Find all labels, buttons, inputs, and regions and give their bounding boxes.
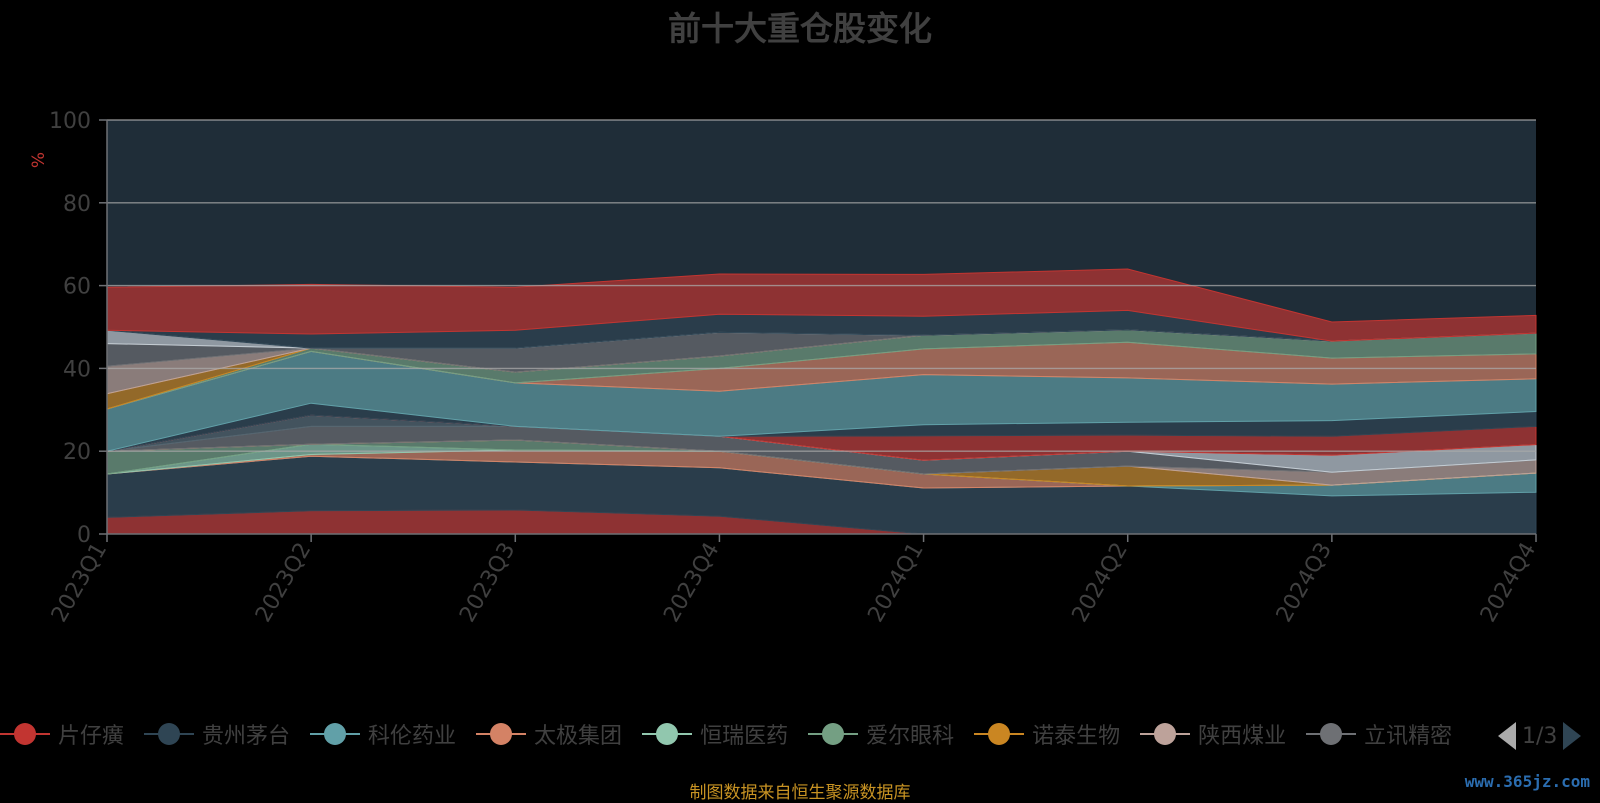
- legend-label: 科伦药业: [368, 724, 457, 749]
- legend-prev-page-icon[interactable]: [1498, 722, 1516, 750]
- area-series-22[interactable]: [106, 268, 1537, 342]
- legend-label: 立讯精密: [1364, 724, 1453, 749]
- legend-swatch-icon: [144, 721, 195, 747]
- legend-label: 贵州茅台: [202, 724, 291, 749]
- y-tick-label: 40: [63, 357, 91, 382]
- legend-swatch-icon: [476, 721, 527, 747]
- legend-label: 恒瑞医药: [700, 724, 789, 749]
- legend-item[interactable]: 陕西煤业: [1140, 714, 1286, 754]
- stacked-area-chart: 0 20 40 60 80 100 2023Q1 2023Q2 2023Q3 2023Q4 202…: [29, 109, 1541, 627]
- legend-item[interactable]: 爱尔眼科: [808, 714, 954, 754]
- legend-item[interactable]: 科伦药业: [310, 714, 456, 754]
- x-tick-label: 2024Q4: [1476, 539, 1541, 627]
- legend-item[interactable]: 恒瑞医药: [642, 714, 788, 754]
- chart-title: 前十大重仓股变化: [668, 9, 932, 48]
- x-tick-label: 2023Q1: [47, 539, 112, 627]
- legend-swatch-icon: [1306, 721, 1357, 747]
- legend-label: 陕西煤业: [1198, 724, 1287, 749]
- y-axis-label: %: [29, 152, 49, 168]
- legend-swatch-icon: [310, 721, 361, 747]
- x-tick-label: 2023Q4: [659, 539, 724, 627]
- legend-swatch-icon: [642, 721, 693, 747]
- legend-item[interactable]: 片仔癀: [0, 714, 124, 754]
- x-tick-label: 2023Q2: [251, 539, 316, 627]
- y-tick-label: 60: [63, 275, 91, 300]
- site-watermark: www.365jz.com: [1464, 772, 1590, 791]
- legend: 片仔癀 贵州茅台 科伦药业 太极集团 恒瑞医药 爱尔眼科 诺泰生物 陕西煤业 立讯精密: [0, 714, 1490, 754]
- legend-item[interactable]: 太极集团: [476, 714, 622, 754]
- y-tick-label: 80: [63, 192, 91, 217]
- legend-page-indicator: 1/3: [1522, 723, 1558, 749]
- x-tick-label: 2024Q2: [1068, 539, 1133, 627]
- legend-label: 诺泰生物: [1032, 724, 1121, 749]
- legend-next-page-icon[interactable]: [1563, 722, 1582, 750]
- legend-item[interactable]: 立讯精密: [1306, 714, 1452, 754]
- legend-label: 片仔癀: [58, 724, 125, 749]
- y-tick-label: 0: [77, 523, 91, 548]
- legend-label: 爱尔眼科: [866, 724, 955, 749]
- legend-pager: 1/3: [1498, 718, 1600, 754]
- legend-swatch-icon: [808, 721, 859, 747]
- x-tick-label: 2024Q3: [1272, 539, 1337, 627]
- y-tick-label: 100: [49, 109, 91, 134]
- legend-item[interactable]: 诺泰生物: [974, 714, 1120, 754]
- x-tick-label: 2024Q1: [863, 539, 928, 627]
- legend-swatch-icon: [974, 721, 1025, 747]
- y-tick-label: 20: [63, 440, 91, 465]
- data-source-note: 制图数据来自恒生聚源数据库: [689, 783, 911, 803]
- legend-swatch-icon: [1140, 721, 1191, 747]
- x-tick-label: 2023Q3: [455, 539, 520, 627]
- legend-label: 太极集团: [534, 724, 623, 749]
- legend-item[interactable]: 贵州茅台: [144, 714, 290, 754]
- legend-swatch-icon: [0, 721, 50, 747]
